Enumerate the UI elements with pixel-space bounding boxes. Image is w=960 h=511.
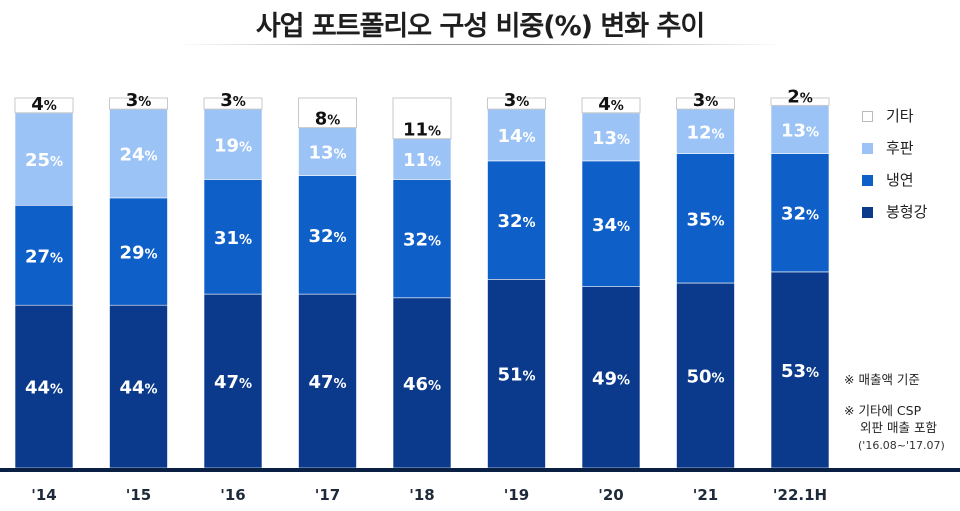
data-label-etc: 3% [693, 90, 719, 111]
x-tick-label: '16 [220, 486, 245, 504]
data-label-plate: 13% [592, 128, 630, 149]
legend-label-bar-steel: 봉형강 [886, 203, 928, 221]
bar-segment-bar-steel [581, 286, 641, 469]
bar-segment-coldrolled [203, 179, 263, 295]
bar-segment-plate [14, 112, 74, 206]
bar-segment-plate [487, 108, 546, 162]
data-label-coldrolled: 32% [308, 226, 346, 247]
x-tick-label: '19 [504, 486, 529, 504]
bar-segment-plate [392, 138, 452, 180]
legend-swatch-coldrolled [862, 175, 873, 186]
bar-segment-etc [298, 97, 357, 129]
bar-segment-coldrolled [392, 179, 452, 299]
data-label-plate: 12% [686, 122, 724, 143]
bar-segment-etc [109, 97, 168, 110]
x-tick-label: '20 [598, 486, 623, 504]
bar-segment-etc [14, 97, 74, 114]
bar-segment-coldrolled [14, 205, 74, 306]
data-label-coldrolled: 32% [497, 211, 535, 232]
data-label-etc: 8% [315, 109, 341, 130]
footnote-etc-line1: ※ 기타에 CSP [844, 403, 922, 418]
data-label-bar-steel: 44% [119, 378, 157, 399]
bar-segment-etc [487, 97, 546, 110]
legend-swatch-bar-steel [862, 207, 873, 218]
footnote-etc-line3: ('16.08~'17.07) [858, 439, 945, 452]
data-label-coldrolled: 32% [403, 230, 441, 251]
legend-swatch-plate [862, 143, 873, 154]
data-label-etc: 3% [220, 90, 246, 111]
bar-segment-bar-steel [487, 278, 546, 469]
bar-segment-plate [203, 108, 263, 180]
bar-segment-plate [298, 127, 357, 176]
legend-label-plate: 후판 [886, 139, 914, 157]
bar-segment-coldrolled [298, 175, 357, 295]
data-label-etc: 2% [787, 86, 813, 107]
bar-segment-plate [770, 105, 830, 154]
bar-segment-bar-steel [770, 271, 830, 469]
data-label-plate: 14% [497, 126, 535, 147]
bar-segment-plate [109, 108, 168, 199]
bar-segment-coldrolled [109, 197, 168, 306]
bar-segment-bar-steel [14, 304, 74, 469]
bar-segment-bar-steel [392, 297, 452, 469]
data-label-etc: 4% [598, 94, 624, 115]
data-label-bar-steel: 44% [25, 378, 63, 399]
x-tick-label: '21 [693, 486, 718, 504]
bar-segment-bar-steel [109, 304, 168, 469]
data-label-coldrolled: 35% [686, 209, 724, 230]
data-label-bar-steel: 53% [781, 361, 819, 382]
title-underline [175, 44, 785, 45]
bar-segment-etc [203, 97, 263, 110]
data-label-plate: 24% [119, 145, 157, 166]
data-label-bar-steel: 51% [497, 365, 535, 386]
bar-segment-plate [581, 112, 641, 162]
footnote-etc-line2: 외판 매출 포함 [860, 420, 937, 435]
x-tick-label: '15 [126, 486, 151, 504]
data-label-plate: 11% [403, 150, 441, 171]
data-label-bar-steel: 47% [214, 372, 252, 393]
data-label-coldrolled: 32% [781, 204, 819, 225]
bar-segment-etc [676, 97, 735, 110]
data-label-coldrolled: 29% [119, 243, 157, 264]
data-label-coldrolled: 27% [25, 246, 63, 267]
bar-segment-bar-steel [203, 293, 263, 469]
data-label-etc: 11% [403, 120, 441, 141]
bar-segment-etc [770, 97, 830, 106]
x-tick-label: '14 [31, 486, 56, 504]
data-label-bar-steel: 47% [308, 372, 346, 393]
data-label-bar-steel: 50% [686, 367, 724, 388]
bar-segment-coldrolled [770, 153, 830, 273]
data-label-etc: 3% [126, 90, 152, 111]
bar-segment-coldrolled [676, 153, 735, 284]
x-tick-label: '18 [409, 486, 434, 504]
legend-label-etc: 기타 [886, 107, 914, 125]
bar-segment-bar-steel [676, 282, 735, 469]
bar-segment-bar-steel [298, 293, 357, 469]
bar-segment-etc [392, 97, 452, 140]
data-label-etc: 3% [504, 90, 530, 111]
bar-segment-coldrolled [487, 160, 546, 280]
chart-title: 사업 포트폴리오 구성 비중(%) 변화 추이 [255, 11, 705, 42]
data-label-coldrolled: 34% [592, 215, 630, 236]
bar-segment-plate [676, 108, 735, 154]
footnote-basis: ※ 매출액 기준 [844, 372, 920, 387]
data-label-coldrolled: 31% [214, 228, 252, 249]
bar-segment-etc [581, 97, 641, 114]
x-tick-label: '22.1H [773, 486, 827, 504]
data-label-plate: 25% [25, 150, 63, 171]
x-tick-label: '17 [315, 486, 340, 504]
data-label-etc: 4% [31, 94, 57, 115]
x-axis-baseline [0, 468, 960, 472]
data-label-plate: 13% [781, 120, 819, 141]
legend-label-coldrolled: 냉연 [886, 171, 914, 189]
data-label-bar-steel: 49% [592, 368, 630, 389]
data-label-plate: 19% [214, 135, 252, 156]
legend-swatch-etc [862, 111, 873, 122]
data-label-bar-steel: 46% [403, 374, 441, 395]
data-label-plate: 13% [308, 143, 346, 164]
bar-segment-coldrolled [581, 160, 641, 287]
